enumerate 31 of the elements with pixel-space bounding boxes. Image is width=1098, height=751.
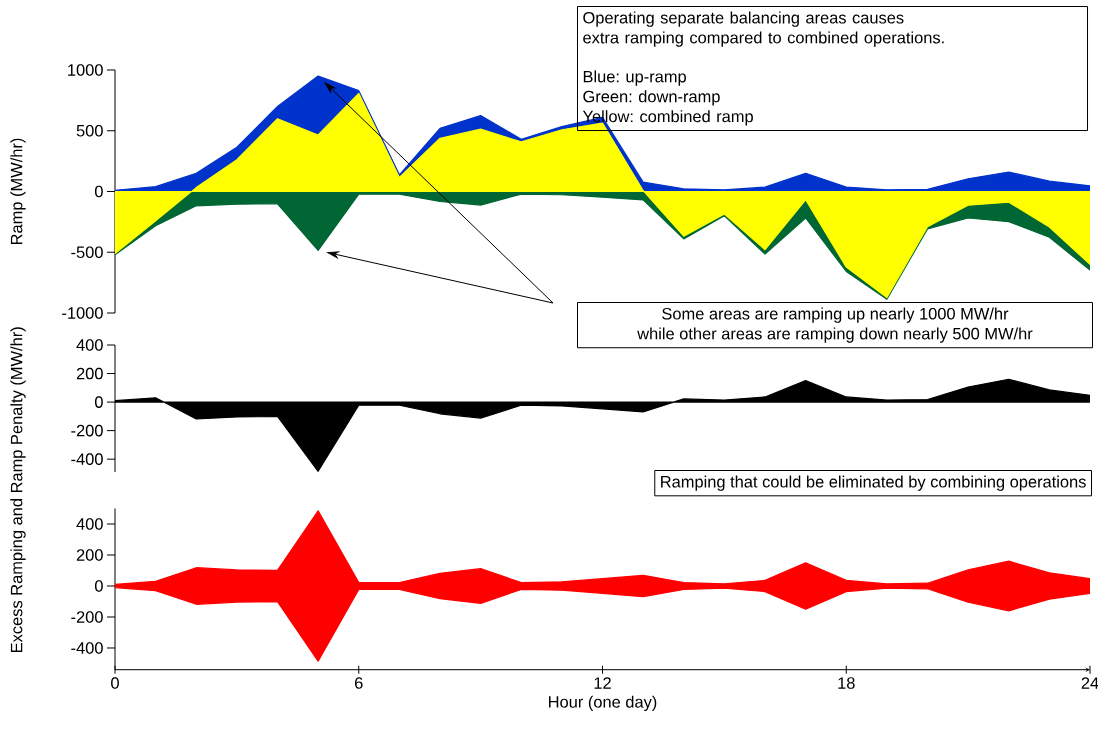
y-tick-label: 400 <box>76 518 103 530</box>
y-tick-label: 0 <box>94 580 103 592</box>
y-axis-title: Excess Ramping and Ramp Penalty (MW/hr) <box>10 327 26 652</box>
annotation: Blue: up-ramp <box>583 70 686 86</box>
y-tick-label: -1000 <box>62 307 103 319</box>
x-tick-label: 6 <box>355 677 363 689</box>
y-tick-label: 200 <box>76 367 103 380</box>
x-tick-label: 0 <box>111 677 119 689</box>
x-tick-label: 24 <box>1081 677 1098 689</box>
annotation: Some areas are ramping up nearly 1000 MW/hr <box>662 307 1009 323</box>
y-axis-title: Ramp (MW/hr) <box>10 138 26 245</box>
y-tick-label: 1000 <box>68 64 103 76</box>
y-tick-label: -200 <box>71 424 103 437</box>
y-tick-label: 400 <box>76 339 103 351</box>
x-axis-title: Hour (one day) <box>549 695 657 712</box>
y-tick-label: 0 <box>94 396 103 408</box>
x-tick-label: 12 <box>594 677 611 689</box>
y-tick-label: 200 <box>76 549 103 561</box>
x-tick-label: 18 <box>838 677 855 689</box>
y-tick-label: -400 <box>71 642 103 654</box>
y-tick-label: -500 <box>71 246 103 259</box>
annotation: Yellow: combined ramp <box>582 110 753 126</box>
text: while other areas are ramping down nearly 500 MW/hr <box>637 327 1033 343</box>
text: Ramping that could be eliminated by combining operations <box>661 475 1086 491</box>
annotation: Green: down-ramp <box>583 90 720 106</box>
text: Operating separate balancing areas causes <box>583 11 904 27</box>
y-tick-label: 0 <box>94 185 103 198</box>
text: extra ramping compared to combined operations. <box>583 31 944 47</box>
y-tick-label: -200 <box>71 611 103 623</box>
y-tick-label: 500 <box>76 124 103 137</box>
y-tick-label: -400 <box>71 453 103 465</box>
